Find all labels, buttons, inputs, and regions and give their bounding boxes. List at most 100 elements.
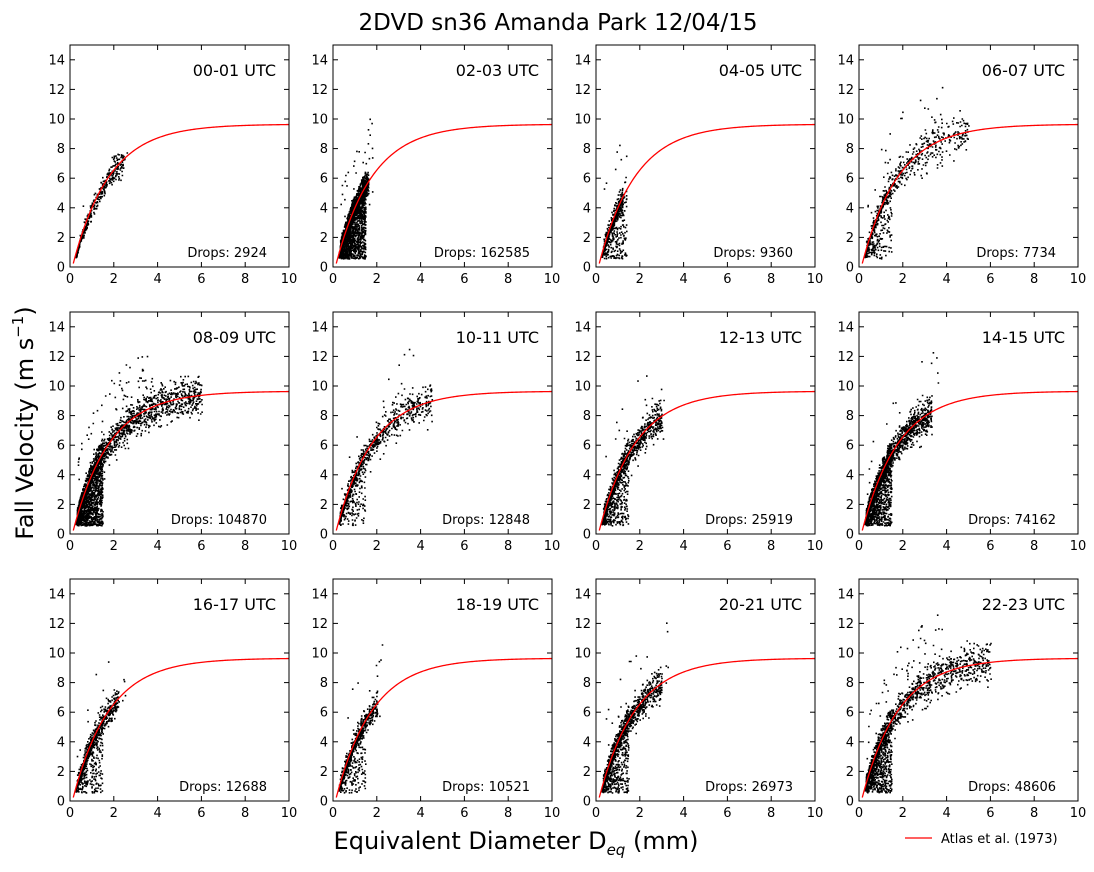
- x-tick-label: 6: [197, 272, 205, 287]
- panel-background: [333, 312, 552, 534]
- fit-curve: [335, 123, 553, 264]
- y-tick-label: 8: [583, 142, 591, 157]
- x-tick-label: 2: [373, 272, 381, 287]
- y-tick-label: 12: [48, 617, 65, 632]
- panel-drops-count: Drops: 10521: [442, 780, 530, 795]
- fit-curve: [72, 390, 290, 531]
- y-tick-label: 6: [320, 439, 328, 454]
- panel-3: 0 2 4 6 8 10 0 2 4 6 8 10 12 14 06-07 UTC Drops: 7734: [837, 44, 1087, 287]
- y-tick-label: 4: [57, 468, 65, 483]
- x-tick-label: 8: [1030, 806, 1038, 821]
- panel-background: [859, 45, 1078, 267]
- y-tick-label: 14: [311, 320, 328, 335]
- x-tick-label: 6: [460, 806, 468, 821]
- y-tick-label: 0: [57, 795, 65, 810]
- y-tick-label: 6: [846, 706, 854, 721]
- x-tick-label: 6: [986, 272, 994, 287]
- y-tick-label: 6: [57, 439, 65, 454]
- y-tick-label: 12: [48, 83, 65, 98]
- y-tick-label: 14: [837, 587, 854, 602]
- panel-7: 0 2 4 6 8 10 0 2 4 6 8 10 12 14 14-15 UTC Drops: 74162: [837, 311, 1086, 554]
- x-tick-label: 4: [416, 806, 424, 821]
- fit-curve: [861, 123, 1079, 264]
- panel-frame: [69, 44, 290, 268]
- y-tick-label: 4: [57, 735, 65, 750]
- panel-drops-count: Drops: 26973: [705, 780, 793, 795]
- y-tick-label: 6: [583, 439, 591, 454]
- y-tick-label: 10: [837, 380, 854, 395]
- y-tick-label: 14: [311, 587, 328, 602]
- y-tick-label: 6: [583, 172, 591, 187]
- panel-frame: [332, 44, 553, 268]
- y-tick-label: 8: [57, 409, 65, 424]
- y-tick-label: 2: [320, 231, 328, 246]
- x-tick-label: 10: [1070, 272, 1087, 287]
- panel-frame: [858, 578, 1079, 802]
- panel-background: [70, 312, 289, 534]
- y-tick-label: 14: [48, 587, 65, 602]
- x-axis-label: Equivalent Diameter Deq (mm): [334, 827, 699, 859]
- y-tick-label: 4: [583, 468, 591, 483]
- y-tick-label: 8: [583, 676, 591, 691]
- x-tick-label: 6: [197, 806, 205, 821]
- panel-drops-count: Drops: 48606: [968, 780, 1056, 795]
- fit-curve: [72, 657, 290, 798]
- scatter-points: [601, 144, 628, 260]
- panel-title: 12-13 UTC: [719, 328, 802, 347]
- y-tick-label: 10: [574, 647, 591, 662]
- x-tick-label: 4: [153, 272, 161, 287]
- scatter-points: [601, 622, 669, 794]
- x-tick-label: 0: [66, 272, 74, 287]
- x-tick-label: 8: [241, 272, 249, 287]
- fit-curve: [861, 390, 1079, 531]
- fit-curve: [335, 390, 553, 531]
- panel-frame: [69, 311, 290, 535]
- y-tick-label: 10: [48, 647, 65, 662]
- y-tick-label: 2: [583, 765, 591, 780]
- y-tick-label: 12: [574, 617, 591, 632]
- panel-background: [333, 45, 552, 267]
- panel-title: 16-17 UTC: [193, 595, 276, 614]
- y-tick-label: 14: [311, 53, 328, 68]
- panel-frame: [69, 578, 290, 802]
- panel-frame: [595, 311, 816, 535]
- y-tick-label: 8: [846, 409, 854, 424]
- y-tick-label: 12: [574, 83, 591, 98]
- panel-background: [859, 579, 1078, 801]
- x-tick-label: 2: [899, 539, 907, 554]
- y-tick-label: 12: [311, 617, 328, 632]
- x-tick-label: 8: [767, 806, 775, 821]
- x-tick-label: 4: [153, 539, 161, 554]
- panel-frame: [595, 578, 816, 802]
- y-tick-label: 4: [583, 201, 591, 216]
- x-tick-label: 6: [197, 539, 205, 554]
- y-tick-label: 14: [837, 53, 854, 68]
- panel-background: [859, 312, 1078, 534]
- panel-title: 08-09 UTC: [193, 328, 276, 347]
- panel-2: 0 2 4 6 8 10 0 2 4 6 8 10 12 14 04-05 UTC Drops: 9360: [574, 44, 823, 287]
- fit-curve: [598, 390, 816, 531]
- y-tick-label: 8: [320, 676, 328, 691]
- x-tick-label: 6: [723, 539, 731, 554]
- x-tick-label: 4: [942, 539, 950, 554]
- x-tick-label: 8: [767, 539, 775, 554]
- y-tick-label: 4: [846, 735, 854, 750]
- y-tick-label: 4: [320, 201, 328, 216]
- x-tick-label: 4: [153, 806, 161, 821]
- x-tick-label: 6: [723, 272, 731, 287]
- y-tick-label: 8: [846, 142, 854, 157]
- x-tick-label: 2: [636, 272, 644, 287]
- panel-9: 0 2 4 6 8 10 0 2 4 6 8 10 12 14 18-19 UTC Drops: 10521: [311, 578, 560, 821]
- y-tick-label: 4: [320, 735, 328, 750]
- fit-curve: [598, 123, 816, 264]
- x-tick-label: 8: [504, 539, 512, 554]
- y-tick-label: 6: [846, 172, 854, 187]
- x-tick-label: 4: [679, 272, 687, 287]
- x-tick-label: 2: [899, 272, 907, 287]
- x-tick-label: 0: [592, 806, 600, 821]
- panel-title: 00-01 UTC: [193, 61, 276, 80]
- scatter-points: [75, 661, 127, 794]
- fit-curve: [598, 657, 816, 798]
- y-tick-label: 2: [846, 231, 854, 246]
